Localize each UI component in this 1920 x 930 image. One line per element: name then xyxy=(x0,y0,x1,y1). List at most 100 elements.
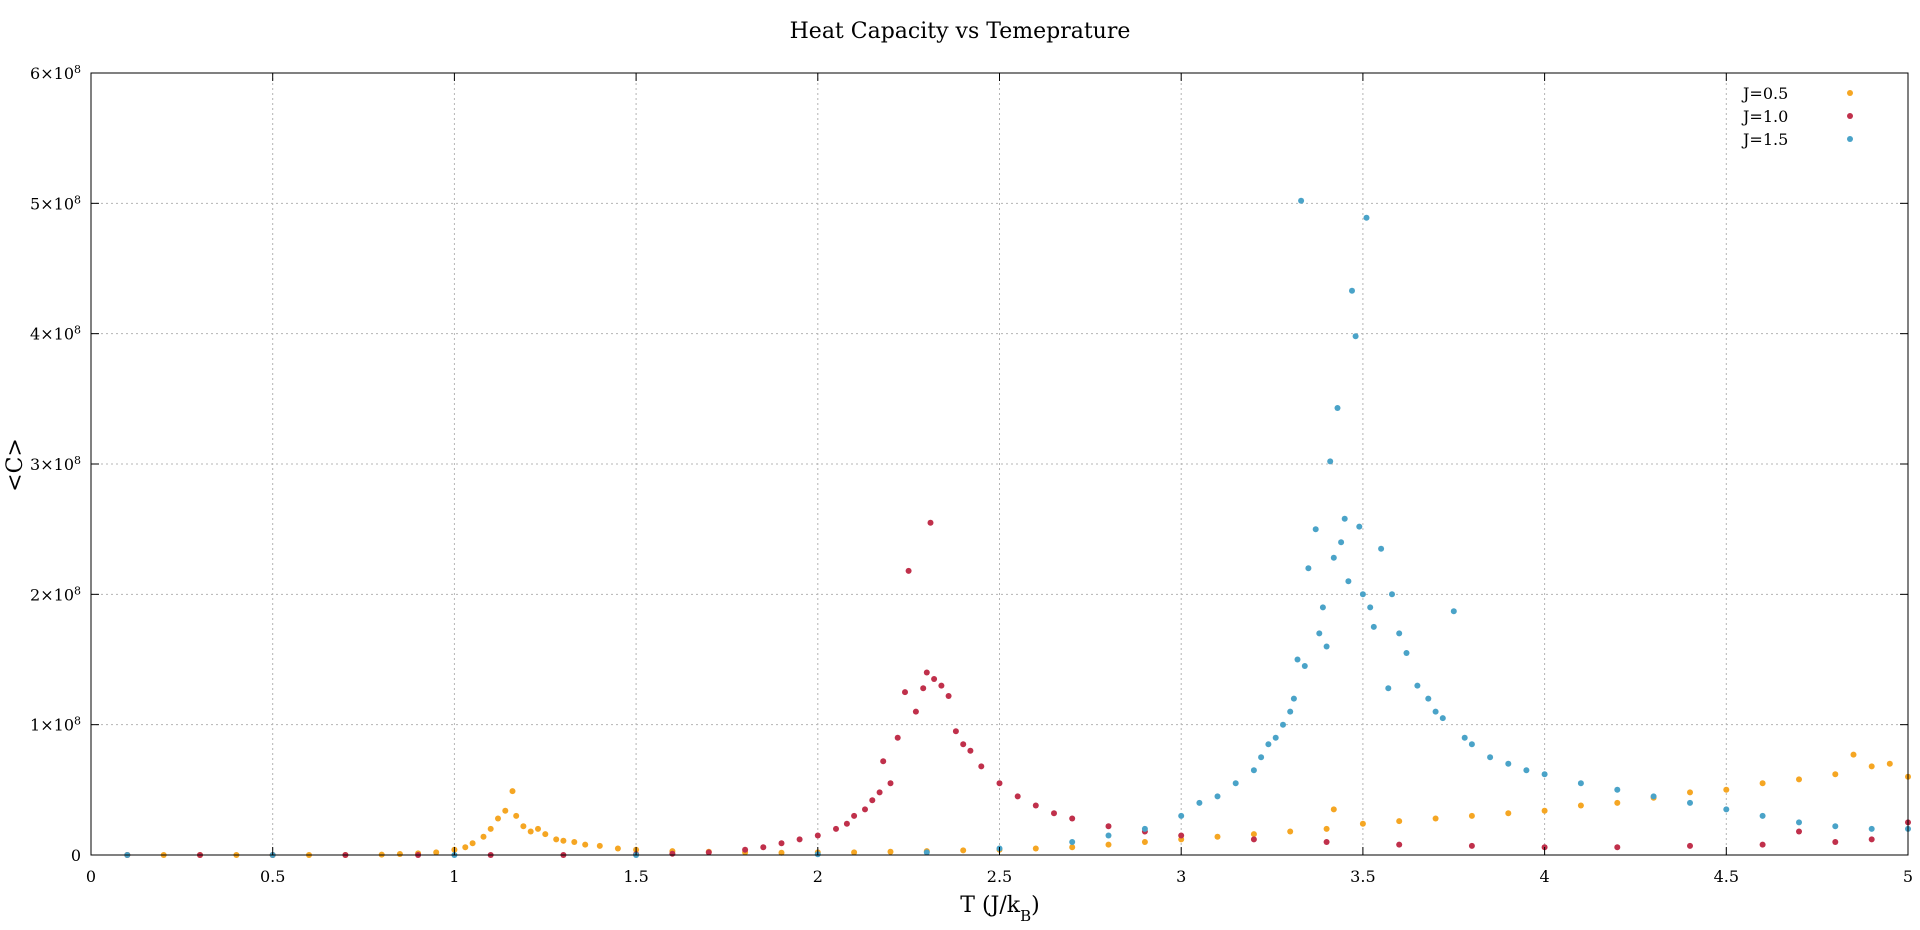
data-point xyxy=(1505,760,1512,767)
data-point xyxy=(1250,767,1257,774)
data-point xyxy=(869,797,876,804)
data-point xyxy=(905,567,912,574)
data-point xyxy=(1577,780,1584,787)
y-tick-label: 4×108 xyxy=(30,323,81,344)
data-point xyxy=(1796,819,1802,826)
data-point xyxy=(1723,806,1730,813)
data-point xyxy=(1312,526,1319,533)
x-tick-label: 4.5 xyxy=(1714,867,1739,886)
data-point xyxy=(1378,545,1385,552)
data-point xyxy=(1868,825,1875,832)
data-point xyxy=(1330,554,1337,561)
data-point xyxy=(1298,197,1305,204)
data-point xyxy=(1258,754,1265,761)
data-point xyxy=(1439,715,1446,722)
data-point xyxy=(513,812,520,819)
legend-label: J=0.5 xyxy=(1741,84,1788,103)
data-point xyxy=(527,828,534,835)
x-tick-label: 1.5 xyxy=(623,867,648,886)
data-point xyxy=(433,849,440,856)
y-tick-label: 0 xyxy=(71,846,81,865)
legend-marker xyxy=(1847,136,1853,142)
data-point xyxy=(1051,810,1057,817)
data-point xyxy=(1396,630,1403,637)
data-point xyxy=(1323,643,1330,650)
data-point xyxy=(862,806,868,813)
data-point xyxy=(1723,786,1730,793)
data-point xyxy=(1461,734,1468,741)
data-point xyxy=(1349,287,1355,294)
data-point xyxy=(1359,591,1366,598)
x-tick-label: 0.5 xyxy=(260,867,285,886)
data-point xyxy=(396,851,403,857)
x-tick-label: 4 xyxy=(1540,867,1550,886)
data-point xyxy=(1396,818,1403,825)
data-point xyxy=(923,669,930,676)
data-point xyxy=(1334,405,1341,411)
axes xyxy=(90,72,1909,856)
data-point xyxy=(705,849,712,856)
data-point xyxy=(560,837,567,844)
data-point xyxy=(1345,578,1352,585)
data-point xyxy=(760,844,767,851)
data-point xyxy=(1687,799,1693,806)
data-point xyxy=(1468,842,1475,849)
data-point xyxy=(1886,760,1893,767)
data-points xyxy=(124,197,1911,858)
data-point xyxy=(996,780,1003,787)
data-point xyxy=(1868,836,1875,843)
data-point xyxy=(1505,810,1512,817)
data-point xyxy=(1014,793,1021,800)
data-point xyxy=(553,836,560,843)
x-tick-label: 1 xyxy=(449,867,459,886)
x-tick-label: 2.5 xyxy=(987,867,1012,886)
data-point xyxy=(1341,515,1348,522)
data-point xyxy=(1105,841,1112,848)
data-point xyxy=(1356,523,1363,530)
x-tick-label: 3.5 xyxy=(1350,867,1375,886)
data-point xyxy=(1541,807,1548,814)
data-point xyxy=(843,820,850,827)
data-point xyxy=(1868,763,1875,770)
data-point xyxy=(1301,663,1308,669)
data-point xyxy=(582,841,589,848)
data-point xyxy=(927,519,934,526)
data-point xyxy=(614,845,621,852)
data-point xyxy=(462,844,469,851)
data-point xyxy=(1541,771,1548,778)
data-point xyxy=(923,849,930,856)
data-point xyxy=(931,676,938,682)
data-point xyxy=(778,840,785,847)
data-point xyxy=(596,842,603,849)
data-point xyxy=(1432,708,1439,715)
data-point xyxy=(851,812,858,819)
data-point xyxy=(1323,825,1330,832)
x-tick-label: 2 xyxy=(813,867,823,886)
data-point xyxy=(1614,844,1621,851)
data-point xyxy=(742,846,749,853)
data-point xyxy=(1069,815,1076,822)
data-point xyxy=(1141,839,1148,845)
data-point xyxy=(1832,839,1839,845)
data-point xyxy=(1330,806,1337,813)
data-point xyxy=(876,789,883,796)
data-point xyxy=(814,832,821,839)
data-point xyxy=(502,807,509,814)
x-tick-label: 3 xyxy=(1176,867,1186,886)
data-point xyxy=(509,788,516,795)
data-point xyxy=(495,815,501,822)
data-point xyxy=(1105,823,1112,830)
data-point xyxy=(1403,650,1410,656)
data-point xyxy=(542,831,549,838)
data-point xyxy=(960,741,967,748)
data-point xyxy=(1196,799,1203,806)
y-tick-label: 3×108 xyxy=(30,454,81,475)
data-point xyxy=(938,682,945,689)
data-point xyxy=(952,728,959,735)
data-point xyxy=(1232,780,1239,787)
data-point xyxy=(1487,754,1494,761)
data-point xyxy=(1178,832,1185,839)
y-tick-label: 1×108 xyxy=(30,714,81,735)
data-point xyxy=(1363,214,1370,221)
